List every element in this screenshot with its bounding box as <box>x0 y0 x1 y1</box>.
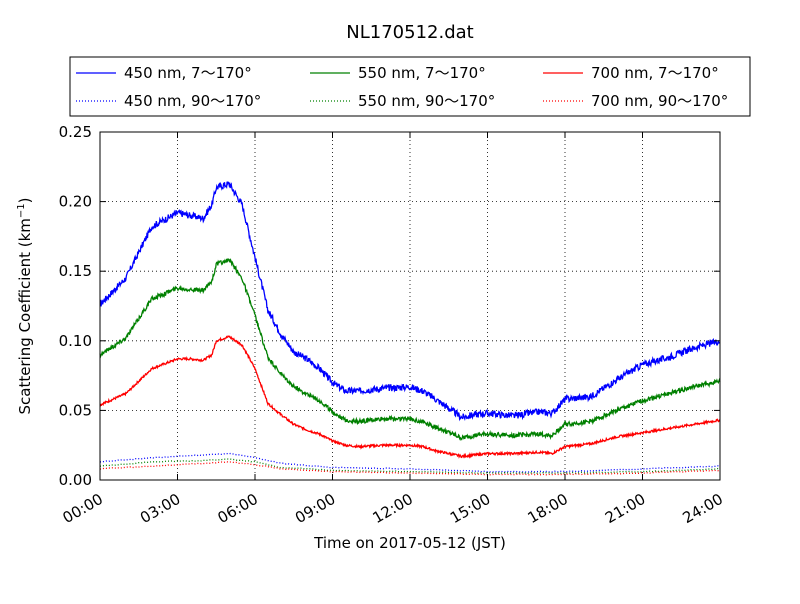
legend-label: 450 nm, 7～170° <box>124 64 252 82</box>
series-line <box>99 257 721 441</box>
y-tick-label: 0.25 <box>59 123 92 141</box>
x-tick-label: 21:00 <box>602 490 648 527</box>
legend-label: 700 nm, 90～170° <box>591 92 728 110</box>
y-tick-label: 0.20 <box>59 193 92 211</box>
legend: 450 nm, 7～170° 450 nm, 90～170° 550 nm, 7～1… <box>69 56 751 117</box>
x-tick-label: 09:00 <box>292 490 338 527</box>
y-tick-label: 0.10 <box>59 332 92 350</box>
series-line <box>99 461 721 476</box>
x-tick-label: 15:00 <box>447 490 493 527</box>
x-tick-label: 24:00 <box>680 490 726 527</box>
y-axis-label-close: ) <box>16 197 34 203</box>
series-line <box>99 452 721 473</box>
x-tick-label: 06:00 <box>215 490 261 527</box>
x-tick-label: 03:00 <box>137 490 183 527</box>
legend-label: 550 nm, 7～170° <box>358 64 486 82</box>
series-line <box>99 335 721 459</box>
chart-title: NL170512.dat <box>346 22 473 43</box>
legend-label: 700 nm, 7～170° <box>591 64 719 82</box>
y-tick-label: 0.00 <box>59 471 92 489</box>
y-tick-label: 0.15 <box>59 262 92 280</box>
x-tick-label: 00:00 <box>60 490 106 527</box>
legend-box <box>69 56 751 117</box>
x-tick-label: 12:00 <box>370 490 416 527</box>
y-axis-label-exponent: −1 <box>16 203 27 218</box>
x-tick-label: 18:00 <box>525 490 571 527</box>
legend-label: 450 nm, 90～170° <box>124 92 261 110</box>
y-axis-label: Scattering Coefficient (km−1) <box>16 197 34 414</box>
series-line <box>99 181 721 422</box>
series-line <box>99 458 720 475</box>
y-tick-label: 0.05 <box>59 401 92 419</box>
x-axis-label: Time on 2017-05-12 (JST) <box>313 534 506 552</box>
legend-label: 550 nm, 90～170° <box>358 92 495 110</box>
